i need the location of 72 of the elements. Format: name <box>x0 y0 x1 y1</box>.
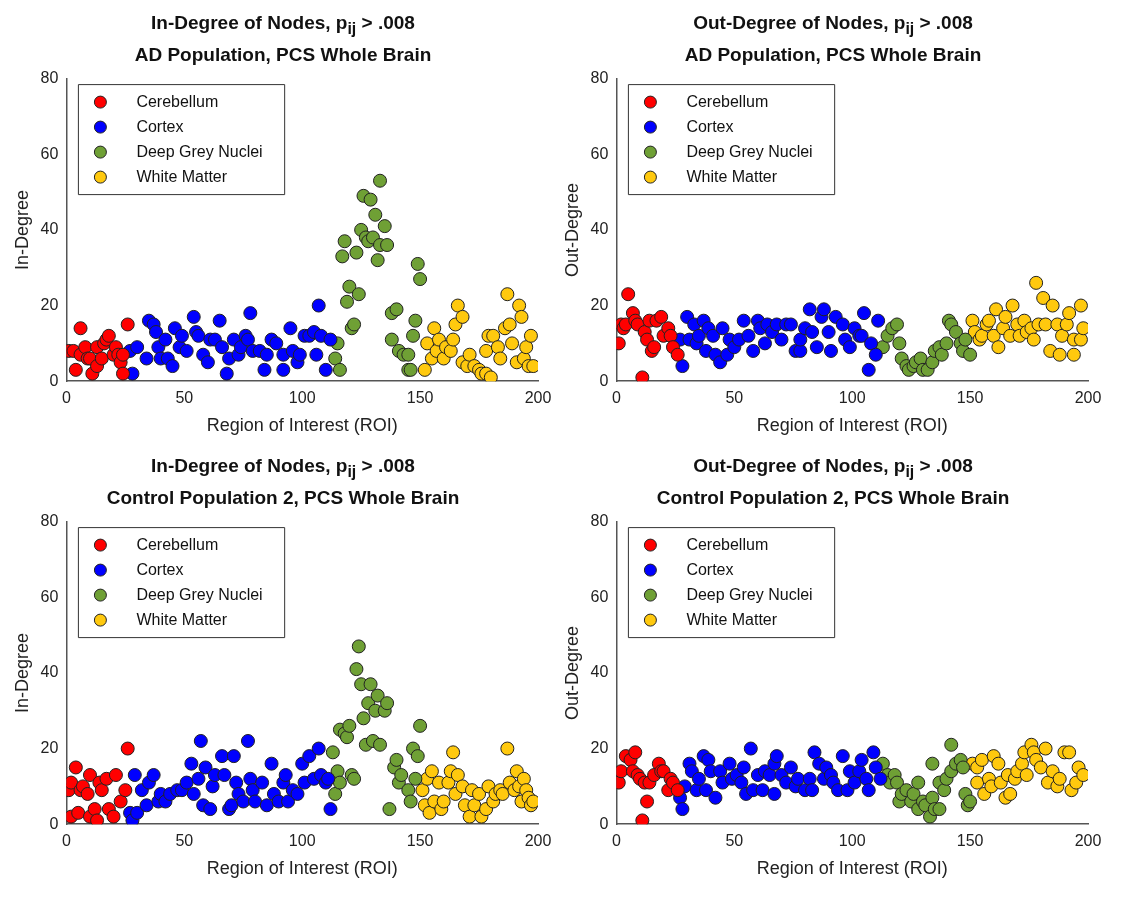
x-tick-label: 100 <box>838 831 866 849</box>
x-tick-label: 0 <box>611 831 621 849</box>
y-tick-label: 20 <box>40 295 59 313</box>
x-axis-title: Region of Interest (ROI) <box>756 414 948 435</box>
y-tick-label: 0 <box>49 814 59 832</box>
legend-label: Cerebellum <box>686 92 769 110</box>
x-tick-label: 200 <box>1074 831 1102 849</box>
x-tick-label: 50 <box>175 389 194 406</box>
x-tick-label: 0 <box>61 389 71 406</box>
chart-title: Out-Degree of Nodes, p$_{ij}$ > .008 <box>693 454 973 481</box>
chart-subtitle: Control Population 2, PCS Whole Brain <box>106 486 460 509</box>
x-tick-label: 100 <box>288 389 316 406</box>
y-tick-label: 80 <box>40 68 59 86</box>
x-tick-label: 100 <box>288 831 316 849</box>
legend-label: White Matter <box>686 167 778 185</box>
y-tick-label: 40 <box>590 662 609 680</box>
chart-subtitle: AD Population, PCS Whole Brain <box>134 43 432 66</box>
y-tick-label: 0 <box>599 371 609 389</box>
legend-label: Cerebellum <box>136 92 219 110</box>
y-tick-label: 40 <box>40 220 59 238</box>
y-tick-label: 20 <box>590 738 609 756</box>
x-tick-label: 150 <box>956 831 984 849</box>
x-tick-label: 150 <box>406 831 434 849</box>
y-tick-label: 20 <box>40 738 59 756</box>
y-axis-title: In-Degree <box>11 632 32 713</box>
x-axis-title: Region of Interest (ROI) <box>206 414 398 435</box>
legend-label: White Matter <box>136 167 228 185</box>
x-tick-label: 0 <box>611 389 621 406</box>
y-axis-title: In-Degree <box>11 189 32 270</box>
y-tick-label: 0 <box>599 814 609 832</box>
legend-label: Deep Grey Nuclei <box>136 142 263 160</box>
y-tick-label: 60 <box>40 144 59 162</box>
y-tick-label: 80 <box>590 511 609 529</box>
chart-title: In-Degree of Nodes, p$_{ij}$ > .008 <box>151 454 415 481</box>
legend-label: Cerebellum <box>136 535 219 553</box>
legend-label: Cortex <box>686 117 734 135</box>
x-tick-label: 200 <box>1074 389 1102 406</box>
y-tick-label: 40 <box>590 220 609 238</box>
legend-label: White Matter <box>686 610 778 628</box>
chart-subtitle: Control Population 2, PCS Whole Brain <box>656 486 1010 509</box>
y-tick-label: 60 <box>590 587 609 605</box>
chart-title: In-Degree of Nodes, p$_{ij}$ > .008 <box>151 12 415 38</box>
y-tick-label: 80 <box>590 68 609 86</box>
chart-title: Out-Degree of Nodes, p$_{ij}$ > .008 <box>693 12 973 38</box>
x-tick-label: 150 <box>956 389 984 406</box>
legend-label: Deep Grey Nuclei <box>686 585 813 603</box>
x-axis-title: Region of Interest (ROI) <box>756 857 948 878</box>
y-tick-label: 20 <box>590 295 609 313</box>
x-tick-label: 200 <box>524 831 552 849</box>
y-tick-label: 40 <box>40 662 59 680</box>
chart-subtitle: AD Population, PCS Whole Brain <box>684 43 982 66</box>
y-tick-label: 0 <box>49 371 59 389</box>
y-axis-title: Out-Degree <box>561 625 582 720</box>
x-tick-label: 100 <box>838 389 866 406</box>
x-tick-label: 0 <box>61 831 71 849</box>
x-tick-label: 200 <box>524 389 552 406</box>
legend-label: Deep Grey Nuclei <box>136 585 263 603</box>
y-tick-label: 60 <box>40 587 59 605</box>
legend-label: Cortex <box>686 560 734 578</box>
legend-label: Deep Grey Nuclei <box>686 142 813 160</box>
y-axis-title: Out-Degree <box>561 182 582 277</box>
legend-label: Cerebellum <box>686 535 769 553</box>
y-tick-label: 80 <box>40 511 59 529</box>
legend-label: Cortex <box>136 117 184 135</box>
legend-label: White Matter <box>136 610 228 628</box>
x-axis-title: Region of Interest (ROI) <box>206 857 398 878</box>
legend-label: Cortex <box>136 560 184 578</box>
x-tick-label: 150 <box>406 389 434 406</box>
x-tick-label: 50 <box>725 831 744 849</box>
x-tick-label: 50 <box>175 831 194 849</box>
x-tick-label: 50 <box>725 389 744 406</box>
y-tick-label: 60 <box>590 144 609 162</box>
